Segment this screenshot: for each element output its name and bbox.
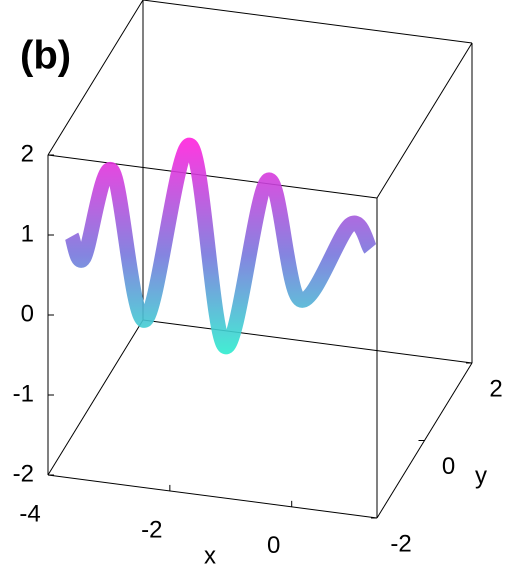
z-tick-label: 1 [21, 220, 34, 247]
x-tick-label: -2 [141, 516, 162, 543]
box-edge [142, 319, 473, 364]
box-edge [47, 0, 144, 156]
z-tick-label: -1 [13, 380, 34, 407]
x-axis-label: x [204, 542, 216, 569]
panel-label: (b) [20, 34, 71, 78]
z-tick-label: -2 [13, 460, 34, 487]
z-tick-label: 0 [21, 300, 34, 327]
box-edge [47, 474, 378, 519]
box-edge [142, 0, 473, 44]
box-edge [47, 154, 378, 199]
box-edge [47, 319, 144, 476]
box-edge [376, 42, 473, 199]
x-tick-label: 0 [267, 532, 280, 559]
ribbon [64, 137, 377, 355]
y-axis-label: y [475, 462, 487, 489]
y-tick-label: -2 [390, 530, 411, 557]
z-tick-label: 2 [21, 140, 34, 167]
y-tick-label: 0 [442, 453, 455, 480]
x-tick-label: -4 [19, 500, 40, 527]
y-tick-label: 2 [489, 375, 502, 402]
